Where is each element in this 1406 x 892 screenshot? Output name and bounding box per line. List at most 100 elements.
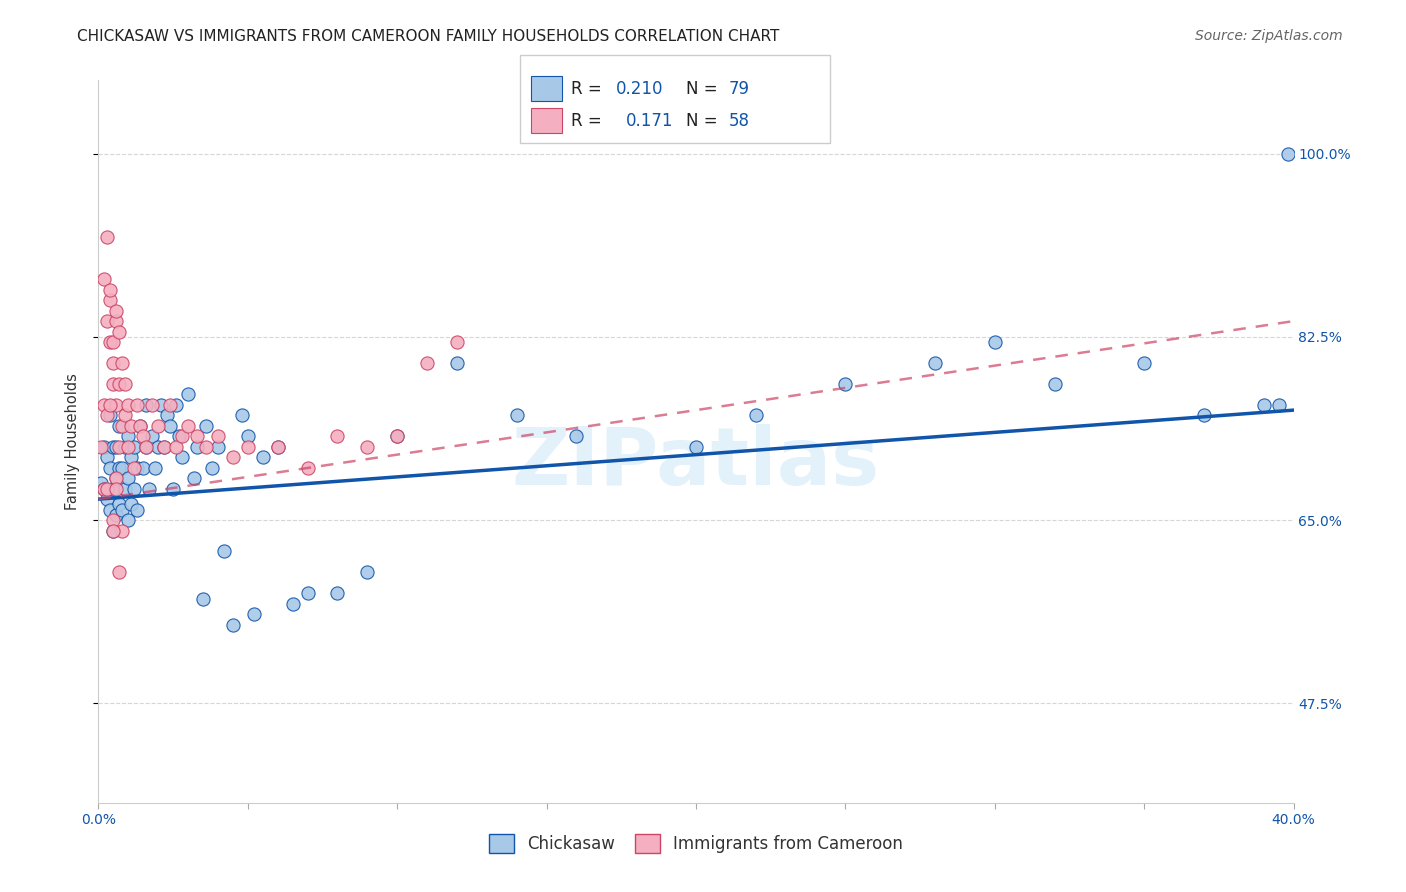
Point bbox=[108, 460, 131, 475]
Point bbox=[105, 508, 128, 522]
Point bbox=[103, 376, 125, 391]
Point bbox=[111, 418, 134, 433]
Point bbox=[1192, 409, 1215, 423]
Point bbox=[93, 398, 115, 412]
Point bbox=[103, 440, 125, 454]
Point bbox=[98, 409, 122, 423]
Point bbox=[96, 492, 118, 507]
Point bbox=[297, 586, 319, 600]
Point bbox=[446, 334, 468, 349]
Text: CHICKASAW VS IMMIGRANTS FROM CAMEROON FAMILY HOUSEHOLDS CORRELATION CHART: CHICKASAW VS IMMIGRANTS FROM CAMEROON FA… bbox=[77, 29, 780, 44]
Point bbox=[1267, 398, 1289, 412]
Text: N =: N = bbox=[686, 112, 723, 130]
Point bbox=[685, 440, 707, 454]
Point bbox=[138, 482, 160, 496]
Point bbox=[236, 429, 259, 443]
Point bbox=[984, 334, 1007, 349]
Text: R =: R = bbox=[571, 112, 612, 130]
Point bbox=[103, 334, 125, 349]
Point bbox=[385, 429, 409, 443]
Point bbox=[162, 482, 184, 496]
Point bbox=[326, 586, 349, 600]
Point bbox=[356, 566, 378, 580]
Point bbox=[1133, 356, 1156, 370]
Point bbox=[153, 440, 176, 454]
Point bbox=[159, 398, 181, 412]
Point bbox=[105, 398, 128, 412]
Point bbox=[111, 460, 134, 475]
Point bbox=[222, 617, 245, 632]
Point bbox=[111, 356, 134, 370]
Text: 58: 58 bbox=[728, 112, 749, 130]
Point bbox=[103, 524, 125, 538]
FancyBboxPatch shape bbox=[520, 55, 830, 143]
Point bbox=[135, 440, 157, 454]
Point bbox=[148, 440, 170, 454]
Point bbox=[745, 409, 768, 423]
Point bbox=[153, 440, 176, 454]
Point bbox=[385, 429, 409, 443]
Y-axis label: Family Households: Family Households bbox=[65, 373, 80, 510]
Point bbox=[124, 482, 146, 496]
Text: 79: 79 bbox=[728, 79, 749, 97]
Point bbox=[186, 429, 208, 443]
Point bbox=[565, 429, 588, 443]
Point bbox=[141, 429, 163, 443]
Point bbox=[834, 376, 856, 391]
Point bbox=[132, 460, 155, 475]
FancyBboxPatch shape bbox=[531, 109, 562, 134]
Point bbox=[129, 418, 152, 433]
Point bbox=[96, 450, 118, 465]
Point bbox=[167, 429, 190, 443]
Point bbox=[183, 471, 205, 485]
Point bbox=[150, 398, 173, 412]
Point bbox=[207, 429, 229, 443]
Point bbox=[243, 607, 266, 622]
Point bbox=[236, 440, 259, 454]
Point bbox=[108, 440, 131, 454]
Point bbox=[207, 440, 229, 454]
Point bbox=[98, 283, 122, 297]
Point bbox=[98, 293, 122, 308]
Point bbox=[108, 325, 131, 339]
Point bbox=[105, 471, 128, 485]
Point bbox=[416, 356, 439, 370]
Point bbox=[165, 398, 187, 412]
Point bbox=[356, 440, 378, 454]
Point bbox=[120, 418, 142, 433]
Point bbox=[148, 418, 170, 433]
FancyBboxPatch shape bbox=[531, 76, 562, 101]
Point bbox=[117, 440, 139, 454]
Point bbox=[117, 471, 139, 485]
Point bbox=[326, 429, 349, 443]
Point bbox=[195, 440, 218, 454]
Point bbox=[231, 409, 253, 423]
Point bbox=[103, 356, 125, 370]
Point bbox=[98, 502, 122, 516]
Point bbox=[114, 482, 136, 496]
Point bbox=[108, 376, 131, 391]
Point bbox=[186, 440, 208, 454]
Point bbox=[924, 356, 946, 370]
Point bbox=[103, 524, 125, 538]
Point bbox=[98, 334, 122, 349]
Point bbox=[111, 502, 134, 516]
Point bbox=[117, 513, 139, 527]
Point bbox=[114, 376, 136, 391]
Point bbox=[141, 398, 163, 412]
Point bbox=[90, 476, 112, 491]
Point bbox=[177, 418, 200, 433]
Point bbox=[177, 387, 200, 401]
Point bbox=[96, 230, 118, 244]
Point bbox=[143, 460, 166, 475]
Point bbox=[132, 429, 155, 443]
Point bbox=[159, 418, 181, 433]
Point bbox=[117, 429, 139, 443]
Point bbox=[96, 409, 118, 423]
Point bbox=[281, 597, 304, 611]
Point bbox=[114, 440, 136, 454]
Point bbox=[124, 460, 146, 475]
Point bbox=[96, 482, 118, 496]
Point bbox=[124, 440, 146, 454]
Point bbox=[135, 440, 157, 454]
